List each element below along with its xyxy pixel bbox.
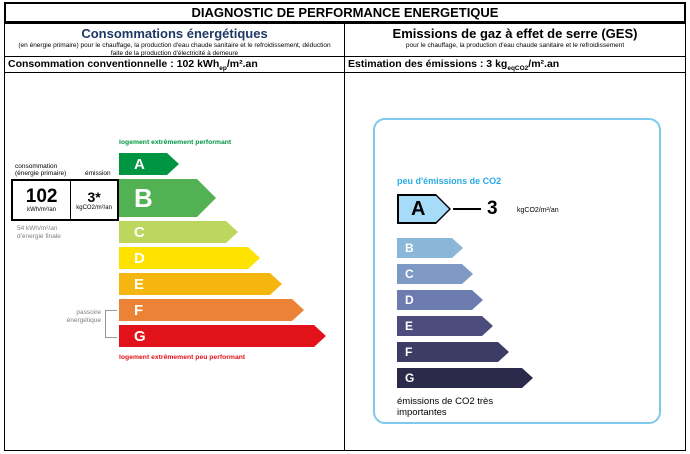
- energy-column: Consommations énergétiques (en énergie p…: [5, 24, 345, 450]
- energy-class-c-letter: C: [134, 223, 145, 241]
- ges-stat-unit: kgeqCO2/m².an: [495, 58, 560, 73]
- energy-class-a-letter: A: [134, 155, 145, 173]
- energy-class-c-arrow: C: [119, 221, 238, 243]
- final-energy-note: 54 kWh/m²/an d'énergie finale: [17, 225, 61, 240]
- ges-pointer-value: 3: [487, 198, 498, 219]
- ges-class-d-arrow: D: [397, 290, 483, 310]
- ges-header: Emissions de gaz à effet de serre (GES) …: [345, 24, 685, 56]
- ges-column: Emissions de gaz à effet de serre (GES) …: [345, 24, 685, 450]
- consumption-value: 102: [25, 186, 58, 207]
- ges-class-a-arrow-active: A: [397, 194, 451, 224]
- report-body: Consommations énergétiques (en énergie p…: [4, 23, 686, 451]
- ges-class-c-letter: C: [405, 267, 414, 281]
- energy-stat-value: 102: [176, 58, 195, 70]
- report-title: DIAGNOSTIC DE PERFORMANCE ENERGETIQUE: [191, 5, 499, 20]
- energy-top-annotation: logement extrêmement performant: [119, 139, 232, 146]
- ges-class-d-letter: D: [405, 293, 414, 307]
- report-title-bar: DIAGNOSTIC DE PERFORMANCE ENERGETIQUE: [4, 2, 686, 23]
- energy-class-e-letter: E: [134, 275, 145, 293]
- ges-pointer-line: [453, 208, 481, 210]
- energy-class-a-arrow: A: [119, 153, 179, 175]
- emission-unit: kgCO2/m²/an: [76, 204, 112, 211]
- ges-title: Emissions de gaz à effet de serre (GES): [392, 26, 638, 41]
- consumption-unit: kWh/m²/an: [27, 207, 57, 213]
- ges-scale-chart: peu d'émissions de CO2 A 3 kgCO2/m²/an B…: [345, 73, 685, 450]
- energy-value-box-emission: 3* kgCO2/m²/an: [71, 181, 117, 219]
- ges-class-e-arrow: E: [397, 316, 493, 336]
- ges-class-e-letter: E: [405, 319, 414, 333]
- energy-stat-row: Consommation conventionnelle : 102 kWhep…: [5, 56, 344, 73]
- energy-stat-label: Consommation conventionnelle :: [8, 58, 174, 70]
- ges-class-f-arrow: F: [397, 342, 509, 362]
- energy-bottom-annotation: logement extrêmement peu performant: [119, 354, 246, 361]
- ges-top-annotation: peu d'émissions de CO2: [397, 176, 502, 186]
- ges-class-a-letter: A: [411, 197, 426, 220]
- energy-title: Consommations énergétiques: [81, 26, 268, 41]
- energy-class-g-arrow: G: [119, 325, 326, 347]
- ges-stat-label: Estimation des émissions :: [348, 58, 484, 70]
- energy-class-e-arrow: E: [119, 273, 282, 295]
- ges-bottom-annotation: émissions de CO2 très importantes: [397, 396, 494, 418]
- energy-class-d-arrow: D: [119, 247, 260, 269]
- energy-header: Consommations énergétiques (en énergie p…: [5, 24, 344, 57]
- energy-class-f-arrow: F: [119, 299, 304, 321]
- ges-rounded-frame: peu d'émissions de CO2 A 3 kgCO2/m²/an B…: [373, 118, 661, 424]
- ges-class-b-arrow: B: [397, 238, 463, 258]
- energy-value-box-consumption: 102 kWh/m²/an: [13, 181, 70, 219]
- ges-stat-row: Estimation des émissions : 3 kgeqCO2/m².…: [345, 56, 685, 73]
- ges-class-f-letter: F: [405, 345, 413, 359]
- energy-scale-chart: logement extrêmement performant A B C D …: [5, 73, 344, 450]
- passoire-bracket: [105, 310, 117, 338]
- energy-class-f-letter: F: [134, 301, 144, 319]
- value-box-consumption-label: consommation (énergie primaire): [15, 163, 67, 177]
- ges-pointer-unit: kgCO2/m²/an: [517, 207, 559, 214]
- ges-class-b-letter: B: [405, 241, 414, 255]
- ges-class-c-arrow: C: [397, 264, 473, 284]
- ges-stat-value: 3: [486, 58, 493, 70]
- value-box-emission-label: émission: [85, 170, 111, 177]
- energy-class-g-letter: G: [134, 327, 146, 345]
- energy-class-b-arrow-active: B: [119, 179, 216, 217]
- energy-subtitle: (en énergie primaire) pour le chauffage,…: [18, 42, 331, 57]
- passoire-energetique-label: passoire énergétique: [66, 309, 101, 324]
- emission-value: 3*: [87, 188, 101, 205]
- energy-stat-unit: kWhep/m².an: [197, 58, 258, 73]
- energy-class-d-letter: D: [134, 249, 145, 267]
- ges-class-g-arrow: G: [397, 368, 533, 388]
- ges-class-g-letter: G: [405, 371, 415, 385]
- value-box-divider: [70, 181, 72, 219]
- ges-class-a-arrow-fill: A: [399, 196, 449, 222]
- energy-value-box: 102 kWh/m²/an 3* kgCO2/m²/an: [11, 179, 119, 221]
- energy-class-b-letter: B: [134, 182, 153, 213]
- ges-subtitle: pour le chauffage, la production d'eau c…: [405, 42, 625, 49]
